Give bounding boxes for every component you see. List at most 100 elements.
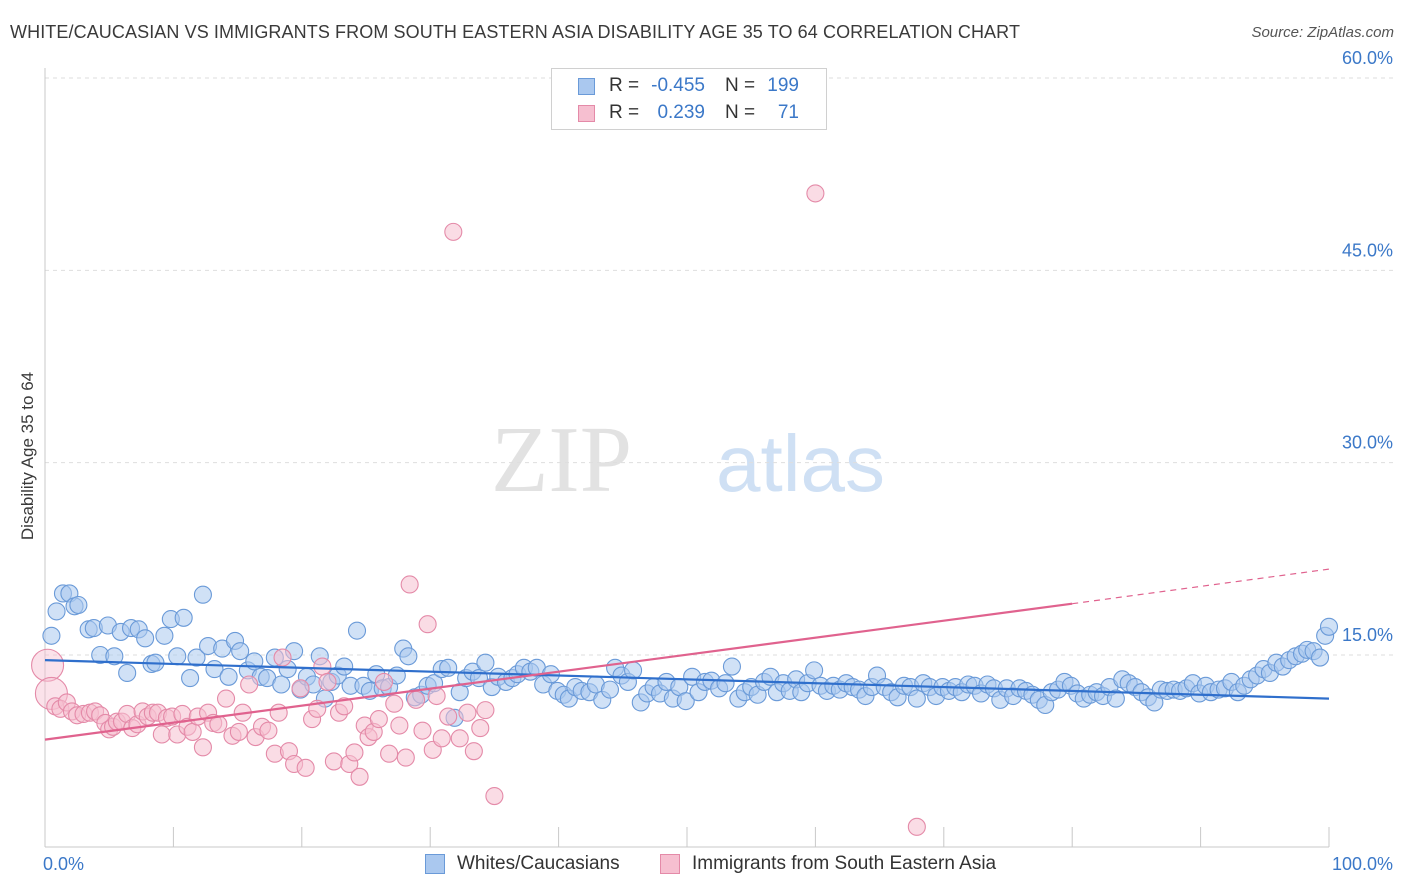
immigrants-trend-extension	[1072, 568, 1330, 605]
immigrants-trend-line	[44, 602, 1073, 741]
whites-point	[181, 669, 200, 688]
watermark-atlas: atlas	[716, 419, 885, 508]
whites-point	[907, 689, 926, 708]
whites-point	[399, 647, 418, 666]
immigrants-point	[396, 748, 415, 767]
immigrants-point	[350, 767, 369, 786]
immigrants-point	[216, 689, 236, 708]
immigrants-point	[335, 697, 354, 716]
legend-row-whites: R = -0.455 N = 199	[578, 74, 799, 98]
legend-row-immigrants: R = 0.239 N = 71	[578, 101, 799, 125]
immigrants-point	[296, 758, 315, 777]
watermark: ZIP atlas	[491, 408, 885, 512]
whites-point	[168, 647, 187, 666]
y-tick-label: 60.0%	[1342, 48, 1393, 68]
immigrants-point	[273, 648, 292, 667]
whites-point	[676, 692, 695, 711]
legend-r-value: 0.239	[657, 102, 705, 123]
whites-point	[1106, 689, 1125, 708]
legend-n-label: N =	[725, 102, 756, 123]
whites-point	[335, 657, 354, 676]
correlation-legend: R = -0.455 N = 199 R = 0.239 N = 71	[551, 68, 827, 130]
immigrants-point	[806, 184, 825, 203]
immigrants-point	[152, 725, 171, 744]
immigrants-point	[229, 722, 248, 741]
legend-r-label: R =	[609, 75, 640, 96]
trend-lines	[44, 568, 1330, 741]
gridlines	[45, 77, 1394, 656]
immigrants-point	[413, 721, 432, 740]
whites-trend-line	[44, 659, 1330, 700]
legend-n-value: 199	[767, 75, 799, 96]
bottom-legend-swatch-blue	[425, 854, 445, 874]
immigrants-point	[444, 222, 463, 241]
whites-point	[105, 647, 124, 666]
legend-r-value: -0.455	[651, 75, 705, 96]
whites-point	[136, 629, 155, 648]
immigrants-point	[31, 648, 65, 682]
immigrants-point	[324, 752, 343, 771]
whites-point	[47, 602, 66, 621]
immigrants-point	[183, 722, 202, 741]
whites-point	[219, 667, 238, 686]
immigrants-point	[432, 729, 451, 748]
immigrants-point	[476, 701, 495, 720]
y-tick-label: 45.0%	[1342, 240, 1393, 260]
bottom-legend-whites: Whites/Caucasians	[425, 852, 620, 876]
whites-point	[805, 661, 824, 680]
whites-point	[42, 626, 61, 645]
bottom-legend-label-whites: Whites/Caucasians	[457, 853, 620, 874]
immigrants-point	[407, 690, 426, 709]
y-tick-label: 15.0%	[1342, 625, 1393, 645]
immigrants-point	[464, 742, 483, 761]
x-tick-label: 100.0%	[1332, 854, 1393, 874]
immigrants-point	[485, 786, 504, 806]
whites-point	[439, 658, 458, 677]
immigrants-point	[313, 657, 332, 676]
whites-point	[174, 608, 193, 627]
legend-r-label: R =	[609, 102, 640, 123]
immigrants-point	[907, 817, 926, 836]
immigrants-point	[369, 710, 388, 729]
whites-point	[1310, 648, 1330, 667]
legend-n-label: N =	[725, 75, 756, 96]
whites-point	[118, 663, 137, 683]
bottom-legend-swatch-pink	[660, 854, 680, 874]
whites-point	[69, 595, 88, 615]
immigrants-point	[418, 615, 437, 634]
immigrants-point	[439, 707, 458, 726]
whites-point	[155, 626, 174, 645]
legend-swatch-pink	[578, 104, 595, 122]
immigrants-point	[471, 719, 490, 738]
axes	[44, 68, 1330, 848]
immigrants-point	[458, 703, 477, 722]
immigrants-point	[345, 743, 364, 762]
chart-title: WHITE/CAUCASIAN VS IMMIGRANTS FROM SOUTH…	[10, 22, 1021, 42]
whites-point	[722, 657, 741, 676]
bottom-legend-label-immigrants: Immigrants from South Eastern Asia	[692, 853, 997, 874]
whites-point	[624, 661, 643, 680]
immigrants-point	[318, 672, 337, 691]
y-tick-label: 30.0%	[1342, 433, 1393, 453]
series-immigrants-points	[31, 184, 926, 836]
immigrants-point	[193, 738, 212, 757]
immigrants-point	[240, 675, 259, 694]
immigrants-point	[385, 694, 404, 713]
series-whites-points	[42, 584, 1339, 727]
whites-point	[716, 674, 735, 693]
whites-point	[347, 621, 367, 640]
immigrants-point	[291, 679, 310, 698]
immigrants-point	[259, 721, 278, 740]
whites-point	[600, 680, 620, 699]
whites-point	[272, 675, 291, 694]
immigrants-point	[390, 716, 409, 735]
whites-point	[231, 642, 250, 661]
watermark-zip: ZIP	[491, 408, 632, 512]
tick-labels: 15.0% 30.0% 45.0% 60.0% 0.0% 100.0%	[43, 48, 1393, 874]
whites-point	[193, 585, 212, 604]
immigrants-point	[450, 729, 469, 748]
bottom-legend-immigrants: Immigrants from South Eastern Asia	[660, 852, 996, 876]
legend-swatch-blue	[578, 77, 595, 95]
whites-point	[187, 648, 206, 667]
